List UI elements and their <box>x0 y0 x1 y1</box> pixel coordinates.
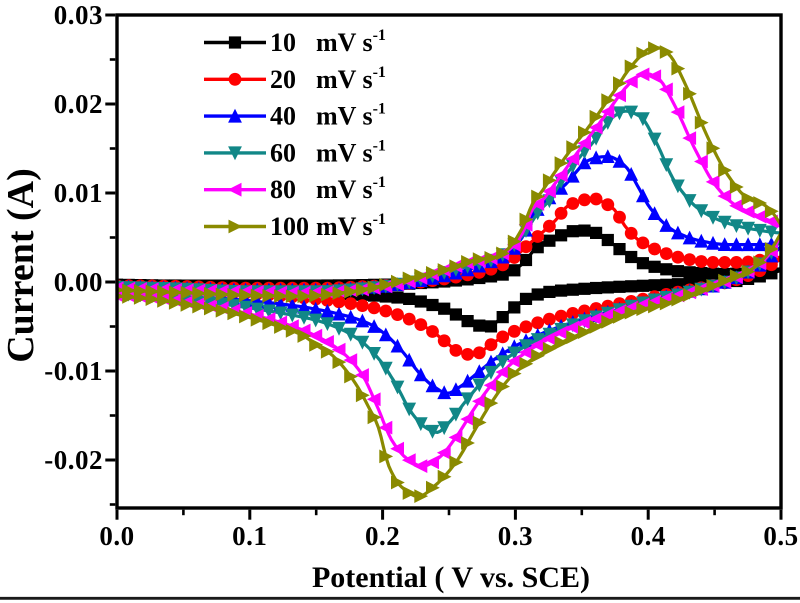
svg-text:-0.01: -0.01 <box>44 356 103 386</box>
svg-text:Current (A): Current (A) <box>0 168 42 363</box>
svg-text:80: 80 <box>270 175 296 204</box>
svg-text:0.0: 0.0 <box>99 521 134 551</box>
svg-text:0.5: 0.5 <box>763 521 798 551</box>
svg-text:-0.02: -0.02 <box>44 445 103 475</box>
svg-text:0.01: 0.01 <box>54 178 103 208</box>
svg-text:mV s-1: mV s-1 <box>316 64 386 94</box>
svg-text:Potential ( V vs. SCE): Potential ( V vs. SCE) <box>312 561 590 594</box>
svg-text:0.2: 0.2 <box>365 521 400 551</box>
svg-text:40: 40 <box>270 102 296 131</box>
svg-text:0.1: 0.1 <box>232 521 267 551</box>
svg-text:0.3: 0.3 <box>498 521 533 551</box>
svg-text:20: 20 <box>270 65 296 94</box>
svg-text:0.02: 0.02 <box>54 89 103 119</box>
svg-text:0.4: 0.4 <box>631 521 666 551</box>
svg-text:mV s-1: mV s-1 <box>316 137 386 167</box>
svg-text:10: 10 <box>270 28 296 57</box>
svg-text:0.03: 0.03 <box>54 0 103 30</box>
svg-text:60: 60 <box>270 138 296 167</box>
svg-text:100: 100 <box>270 212 309 241</box>
svg-text:0.00: 0.00 <box>54 267 103 297</box>
